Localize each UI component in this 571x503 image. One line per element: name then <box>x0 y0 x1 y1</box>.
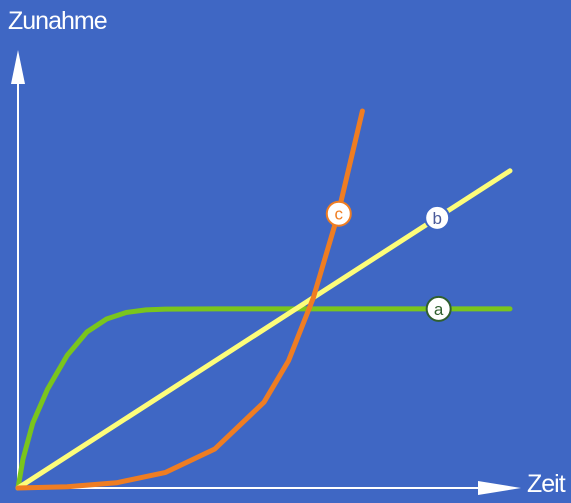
series-line-c <box>15 108 365 491</box>
curve-label-circle-a <box>425 295 452 322</box>
curve-label-c: c <box>325 200 352 227</box>
curve-label-text-c: c <box>335 205 344 224</box>
x-axis-label: Zeit <box>527 470 566 498</box>
curve-label-a: a <box>425 295 452 322</box>
curve-label-b: b <box>424 204 451 231</box>
curve-label-text-b: b <box>432 209 441 228</box>
curve-label-circle-c <box>325 200 352 227</box>
curve-label-text-a: a <box>434 300 444 319</box>
y-axis-label: Zunahme <box>8 7 108 35</box>
x-axis-arrow <box>478 481 521 495</box>
curve-label-circle-b <box>424 204 451 231</box>
y-axis-arrow <box>11 50 25 84</box>
